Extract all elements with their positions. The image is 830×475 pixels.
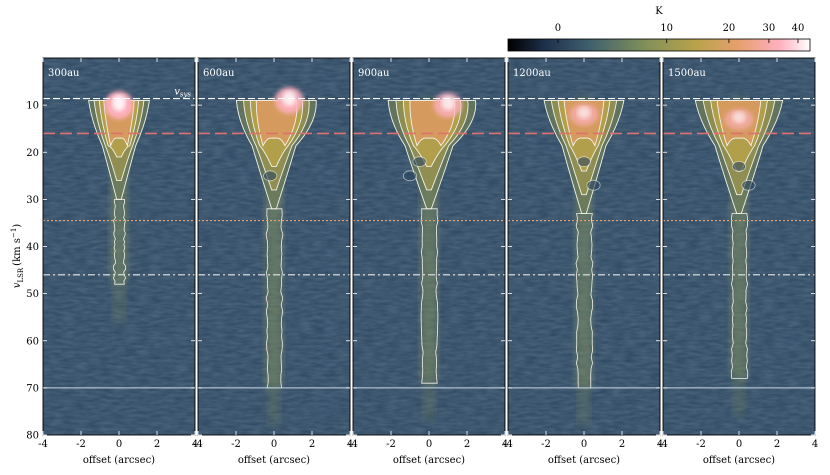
colorbar-gradient <box>507 38 811 52</box>
x-tick-label: 4 <box>812 439 818 450</box>
x-tick-label: -4 <box>38 439 48 450</box>
colorbar-tick-label: 20 <box>723 23 736 34</box>
vsys-label: vsys <box>174 87 191 99</box>
panel-900au: 900au -4 -2 0 2 4 offset (arcsec) <box>348 57 508 466</box>
x-tick-label: 4 <box>347 439 353 450</box>
x-tick-label: -2 <box>231 439 241 450</box>
emission-peak-core <box>732 111 746 124</box>
emission-peak-core <box>577 106 591 119</box>
y-axis-title-main: v <box>12 282 23 288</box>
colorbar-tick-label: 30 <box>763 23 776 34</box>
y-tick-label: 20 <box>26 148 39 159</box>
colorbar-tick-label: 0 <box>555 23 561 34</box>
y-axis-title: vLSR(km s−1) <box>10 224 25 288</box>
x-tick-label: 4 <box>657 439 663 450</box>
x-axis-title: offset (arcsec) <box>703 455 775 466</box>
panel-1500au: 1500au -4 -2 0 2 4 offset (arcsec) <box>658 57 818 466</box>
x-tick-label: -4 <box>503 439 513 450</box>
outflow-knot <box>412 156 427 168</box>
x-tick-label: 0 <box>581 439 587 450</box>
x-tick-label: 0 <box>736 439 742 450</box>
x-axis-title: offset (arcsec) <box>238 455 310 466</box>
jet-contour <box>112 198 127 285</box>
emission-level-2-contour <box>395 99 469 191</box>
jet-contour <box>420 208 439 384</box>
x-tick-label: -2 <box>76 439 86 450</box>
outflow-knot <box>741 179 756 191</box>
y-tick-label: 40 <box>26 242 39 253</box>
panel-emission <box>88 91 150 322</box>
y-tick-label: 60 <box>26 336 39 347</box>
emission-level-2-contour <box>702 99 776 196</box>
x-tick-label: 0 <box>116 439 122 450</box>
x-axis-title: offset (arcsec) <box>548 455 620 466</box>
panel-label: 900au <box>358 68 390 79</box>
x-tick-label: -4 <box>193 439 203 450</box>
panel-emission <box>235 87 317 426</box>
panel-600au: 600au -4 -2 0 2 4 offset (arcsec) <box>193 57 353 466</box>
emission-peak-core <box>112 95 126 112</box>
x-tick-label: 2 <box>619 439 625 450</box>
y-tick-label: 50 <box>26 289 39 300</box>
y-axis-title-close: ) <box>12 224 23 228</box>
colorbar-label: K <box>655 6 663 17</box>
y-tick-label: 80 <box>26 431 39 442</box>
panel-emission <box>543 98 625 426</box>
outflow-knot <box>263 170 278 182</box>
outflow-knot <box>402 170 418 182</box>
y-axis-title-unit: (km s <box>12 238 23 266</box>
x-tick-label: -4 <box>658 439 668 450</box>
x-axis-title: offset (arcsec) <box>83 455 155 466</box>
panel-label: 300au <box>48 68 80 79</box>
outflow-knot <box>576 156 592 168</box>
y-tick-label: 10 <box>26 101 39 112</box>
colorbar: K 0 10 20 30 40 <box>507 6 811 52</box>
x-tick-label: -2 <box>541 439 551 450</box>
colorbar-tick-label: 10 <box>660 23 673 34</box>
x-tick-label: -2 <box>386 439 396 450</box>
y-axis-title-sub: LSR <box>17 267 25 282</box>
panel-label: 1200au <box>513 68 551 79</box>
colorbar-ticks: 0 10 20 30 40 <box>555 23 805 43</box>
x-tick-label: 4 <box>192 439 198 450</box>
x-tick-label: 2 <box>464 439 470 450</box>
x-tick-label: 2 <box>309 439 315 450</box>
x-tick-label: -4 <box>348 439 358 450</box>
outflow-knot <box>586 179 601 191</box>
colorbar-tick-label: 40 <box>792 23 805 34</box>
x-tick-label: 0 <box>426 439 432 450</box>
x-tick-label: 0 <box>271 439 277 450</box>
panel-emission <box>694 98 784 417</box>
panel-label: 1500au <box>668 68 706 79</box>
x-tick-label: 4 <box>502 439 508 450</box>
x-axis-title: offset (arcsec) <box>393 455 465 466</box>
emission-peak-core <box>441 96 455 111</box>
x-tick-label: 2 <box>774 439 780 450</box>
panel-300au: vsys 300au -4 -2 0 2 4 10 20 30 40 50 60 70 80 offset (… <box>26 57 198 466</box>
panel-1200au: 1200au -4 -2 0 2 4 offset (arcsec) <box>503 57 663 466</box>
outflow-knot <box>731 160 747 172</box>
y-axis-title-sup: −1 <box>10 228 18 238</box>
x-tick-label: -2 <box>696 439 706 450</box>
y-tick-label: 70 <box>26 383 39 394</box>
y-tick-label: 30 <box>26 195 39 206</box>
jet-contour <box>730 213 749 379</box>
panel-label: 600au <box>203 68 235 79</box>
emission-level-4-contour <box>103 99 135 148</box>
x-tick-label: 2 <box>154 439 160 450</box>
